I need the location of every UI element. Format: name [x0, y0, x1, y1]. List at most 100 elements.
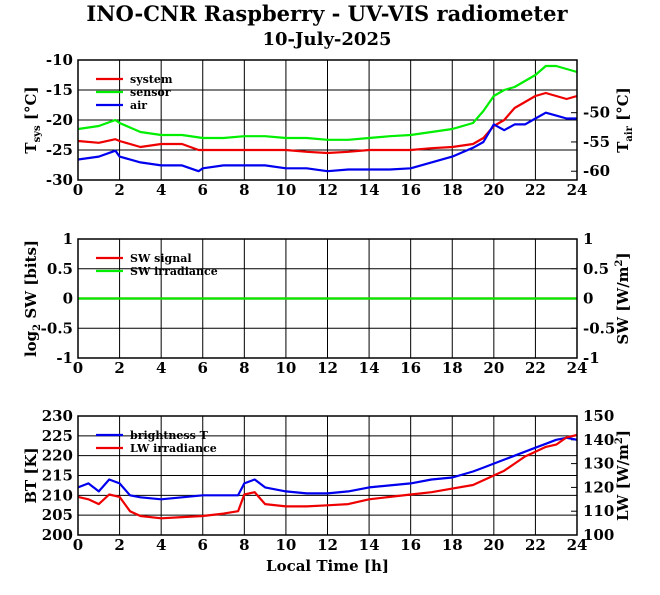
- y2-tick-label: 110: [583, 502, 614, 520]
- y-axis-label: BT [K]: [22, 447, 40, 503]
- x-tick-label: 10: [275, 536, 296, 554]
- x-tick-label: 2: [114, 359, 124, 377]
- x-tick-label: 14: [359, 181, 380, 199]
- x-tick-label: 24: [567, 181, 588, 199]
- y2-tick-label: 0: [583, 290, 593, 308]
- series-line-system: [78, 91, 577, 155]
- x-tick-label: 22: [525, 359, 546, 377]
- series-line-lw-irradiance: [78, 433, 577, 520]
- y2-axis-label-sub: air: [624, 125, 635, 141]
- legend-label: LW irradiance: [130, 442, 217, 455]
- y-tick-label: -0.5: [41, 319, 73, 337]
- x-tick-label: 20: [483, 359, 504, 377]
- x-axis-label: Local Time [h]: [266, 557, 389, 575]
- x-tick-label: 18: [442, 536, 463, 554]
- x-tick-label: 22: [525, 536, 546, 554]
- x-tick-label: 2: [114, 536, 124, 554]
- y2-axis-label-main: T: [614, 141, 632, 153]
- y-tick-label: 210: [42, 486, 73, 504]
- chart-panels: 0 2 4 6 8 10 12 14 16 18 20 22 24-10-15-20-25-30-50-…: [22, 51, 635, 575]
- y-tick-label: -15: [46, 81, 73, 99]
- y2-tick-label: 120: [583, 478, 614, 496]
- y2-axis-label-sup: 2: [614, 259, 625, 266]
- plot-frame: [77, 59, 578, 181]
- x-tick-label: 0: [73, 181, 83, 199]
- legend-label: SW signal: [130, 252, 192, 265]
- x-tick-label: 8: [239, 359, 249, 377]
- y2-tick-label: -55: [583, 133, 610, 151]
- y2-tick-label: 0.5: [583, 260, 609, 278]
- x-tick-label: 24: [567, 536, 588, 554]
- y2-tick-label: 150: [583, 407, 614, 425]
- y2-tick-label: -60: [583, 162, 610, 180]
- x-tick-label: 14: [359, 359, 380, 377]
- panel-2: 0 2 4 6 8 10 12 14 16 18 20 22 2410.50-0.5-110.50-0.…: [22, 230, 632, 377]
- y2-axis-label: LW [W/m2]: [614, 430, 632, 521]
- y2-tick-label: -1: [583, 349, 600, 367]
- y2-tick-label: -50: [583, 104, 610, 122]
- legend-label: brightness T: [130, 429, 209, 442]
- y-axis-label-unit: SW [bits]: [22, 240, 40, 324]
- legend-label: SW irradiance: [130, 265, 218, 278]
- x-tick-label: 16: [400, 536, 421, 554]
- panel-1: 0 2 4 6 8 10 12 14 16 18 20 22 24-10-15-20-25-30-50-…: [22, 51, 635, 199]
- y2-axis-label-sup: 2: [614, 437, 625, 444]
- y-axis-label-main: T: [22, 142, 40, 154]
- x-tick-label: 8: [239, 181, 249, 199]
- series-line-air: [78, 111, 577, 173]
- x-tick-label: 10: [275, 181, 296, 199]
- y-axis-label-main: log: [22, 330, 40, 357]
- y-tick-label: 220: [42, 447, 73, 465]
- x-tick-label: 12: [317, 536, 338, 554]
- figure-title: INO-CNR Raspberry - UV-VIS radiometer: [86, 1, 568, 26]
- x-tick-label: 16: [400, 359, 421, 377]
- x-tick-label: 18: [442, 359, 463, 377]
- x-tick-label: 4: [156, 536, 166, 554]
- y2-axis-label: Tair [°C]: [614, 87, 635, 153]
- y2-axis-label: SW [W/m2]: [614, 252, 632, 344]
- y2-axis-label-unit: [°C]: [614, 87, 632, 126]
- x-tick-label: 6: [198, 359, 208, 377]
- x-tick-label: 2: [114, 181, 124, 199]
- x-tick-label: 18: [442, 181, 463, 199]
- y-axis-label-sub: sys: [32, 125, 43, 142]
- x-tick-label: 24: [567, 359, 588, 377]
- series-line-sensor: [78, 64, 577, 141]
- y2-tick-label: 140: [583, 431, 614, 449]
- y-axis-label-unit: [°C]: [22, 86, 40, 125]
- y-tick-label: -25: [46, 141, 73, 159]
- plot-frame: [77, 238, 578, 359]
- legend-label: air: [130, 99, 147, 112]
- y-tick-label: 0: [63, 290, 73, 308]
- plot-frame: [77, 415, 578, 536]
- figure-subtitle: 10-July-2025: [263, 29, 392, 50]
- x-tick-label: 22: [525, 181, 546, 199]
- y-tick-label: 200: [42, 526, 73, 544]
- y-axis-label: log2 SW [bits]: [22, 240, 43, 357]
- y-tick-label: -10: [46, 51, 73, 69]
- y2-tick-label: 1: [583, 230, 593, 248]
- y2-tick-label: 100: [583, 526, 614, 544]
- y2-axis-label-main: LW [W/m: [614, 444, 632, 521]
- series-line-brightness-t: [78, 436, 577, 501]
- y-tick-label: -30: [46, 171, 73, 189]
- x-tick-label: 0: [73, 536, 83, 554]
- y-tick-label: 205: [42, 506, 73, 524]
- x-tick-label: 14: [359, 536, 380, 554]
- y-tick-label: -1: [56, 349, 73, 367]
- x-tick-label: 20: [483, 181, 504, 199]
- y-tick-label: 230: [42, 407, 73, 425]
- x-tick-label: 10: [275, 359, 296, 377]
- y2-axis-label-unit: ]: [614, 252, 632, 259]
- y-tick-label: 215: [42, 467, 73, 485]
- y-tick-label: 225: [42, 427, 73, 445]
- y-axis-label-sub: 2: [32, 324, 43, 331]
- x-tick-label: 16: [400, 181, 421, 199]
- y-axis-label-main: BT [K]: [22, 447, 40, 503]
- y2-tick-label: 130: [583, 455, 614, 473]
- x-tick-label: 20: [483, 536, 504, 554]
- x-tick-label: 8: [239, 536, 249, 554]
- x-tick-label: 4: [156, 181, 166, 199]
- y-tick-label: 0.5: [47, 260, 73, 278]
